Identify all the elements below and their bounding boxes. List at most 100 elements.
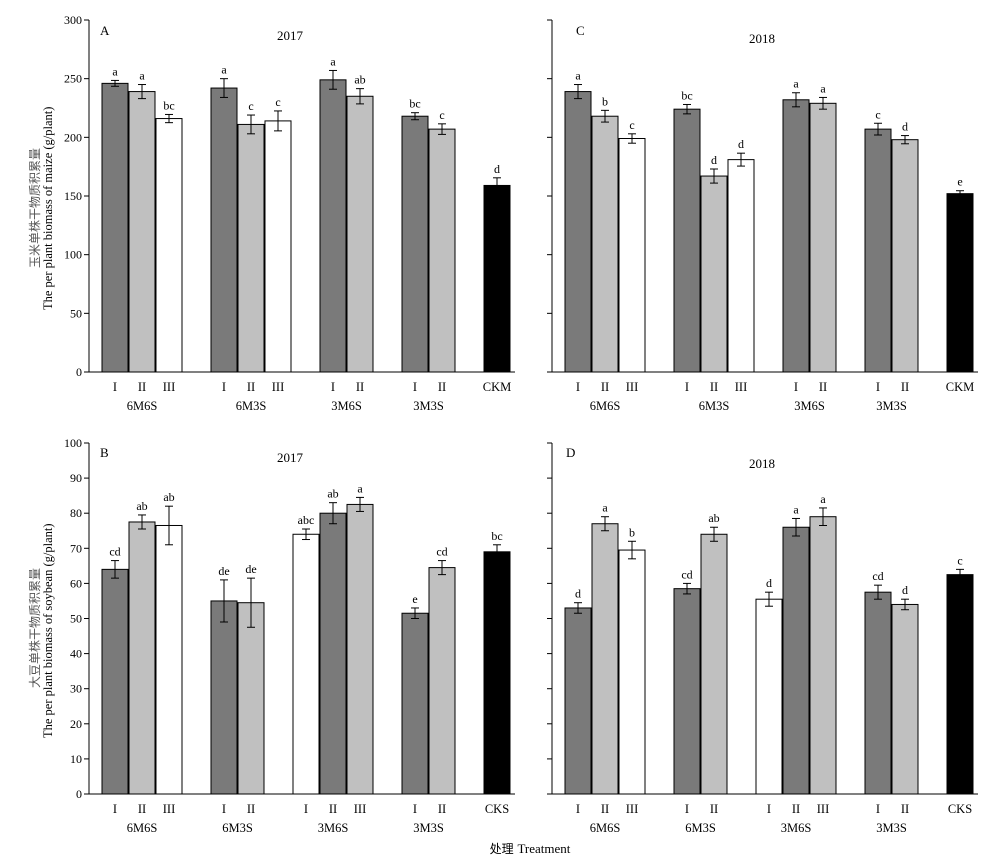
significance-letter: ab (708, 511, 719, 525)
x-tick-label: CKS (948, 802, 972, 816)
bar (946, 574, 974, 795)
significance-letter: c (439, 108, 444, 122)
x-tick-label: I (685, 380, 689, 394)
bar (755, 598, 783, 795)
panel-tag: C (576, 23, 585, 38)
bar (428, 128, 456, 373)
group-label: 6M6S (127, 399, 158, 413)
bar (618, 549, 646, 795)
bar (782, 526, 810, 795)
bar (700, 175, 728, 373)
x-tick-label: III (354, 802, 367, 816)
bar (673, 588, 701, 795)
y-tick-label: 20 (70, 717, 82, 731)
bar (319, 79, 347, 373)
panel-title: 2018 (749, 31, 775, 46)
x-tick-label: I (685, 802, 689, 816)
x-tick-label: III (735, 380, 748, 394)
y-tick-label: 100 (64, 248, 82, 262)
x-tick-label: III (626, 380, 639, 394)
x-tick-label: II (601, 802, 609, 816)
x-tick-label: I (222, 380, 226, 394)
group-label: 3M3S (413, 821, 444, 835)
significance-letter: ab (327, 487, 338, 501)
group-label: 3M6S (794, 399, 825, 413)
bar (401, 612, 429, 795)
x-tick-label: II (792, 802, 800, 816)
x-tick-label: II (901, 380, 909, 394)
bar (346, 95, 374, 373)
x-tick-label: II (438, 802, 446, 816)
group-label: 3M3S (876, 399, 907, 413)
bar (237, 123, 265, 373)
significance-letter: ab (354, 73, 365, 87)
significance-letter: cd (436, 545, 447, 559)
bar (782, 99, 810, 373)
bar (483, 184, 511, 373)
y-tick-label: 100 (64, 436, 82, 450)
bar (128, 521, 156, 795)
x-tick-label: I (876, 802, 880, 816)
bar (864, 128, 892, 373)
bar (727, 159, 755, 373)
group-label: 3M6S (318, 821, 349, 835)
group-label: 6M6S (590, 821, 621, 835)
significance-letter: d (494, 162, 500, 176)
bar (401, 115, 429, 373)
y-tick-label: 40 (70, 647, 82, 661)
significance-letter: bc (163, 98, 174, 112)
y-tick-label: 70 (70, 541, 82, 555)
significance-letter: a (112, 64, 118, 78)
x-tick-label: CKM (483, 380, 511, 394)
x-tick-label: I (331, 380, 335, 394)
bar (101, 568, 129, 795)
significance-letter: a (820, 81, 826, 95)
significance-letter: bc (409, 97, 420, 111)
group-label: 3M3S (876, 821, 907, 835)
bar (292, 533, 320, 795)
group-label: 6M3S (222, 821, 253, 835)
y-tick-label: 50 (70, 612, 82, 626)
x-tick-label: II (356, 380, 364, 394)
significance-letter: ab (136, 499, 147, 513)
x-tick-label: II (438, 380, 446, 394)
significance-letter: a (575, 69, 581, 83)
x-axis-title-en: Treatment (517, 841, 571, 856)
x-tick-label: I (576, 380, 580, 394)
panel-title: 2017 (277, 450, 304, 465)
significance-letter: a (139, 69, 145, 83)
chart-panel-d: D2018dIaIIbIII6M6ScdIabII6M3SdIaIIaIII3M… (547, 442, 978, 835)
y-tick-label: 10 (70, 752, 82, 766)
group-label: 6M6S (127, 821, 158, 835)
x-tick-label: III (163, 802, 176, 816)
x-tick-label: II (247, 380, 255, 394)
bar (809, 516, 837, 795)
panel-title: 2018 (749, 456, 775, 471)
y-tick-label: 80 (70, 506, 82, 520)
y-tick-label: 200 (64, 130, 82, 144)
bar (101, 82, 129, 373)
significance-letter: e (412, 592, 417, 606)
x-tick-label: III (626, 802, 639, 816)
x-tick-label: I (413, 802, 417, 816)
significance-letter: a (793, 502, 799, 516)
significance-letter: a (221, 63, 227, 77)
significance-letter: abc (298, 513, 315, 527)
bar (237, 602, 265, 795)
significance-letter: d (711, 153, 717, 167)
significance-letter: c (629, 118, 634, 132)
y-tick-label: 50 (70, 306, 82, 320)
x-tick-label: CKS (485, 802, 509, 816)
bar (618, 138, 646, 373)
panel-title: 2017 (277, 28, 304, 43)
x-tick-label: I (767, 802, 771, 816)
significance-letter: d (902, 583, 908, 597)
maize-ylabel-en: The per plant biomass of maize (g/plant) (41, 106, 55, 310)
significance-letter: d (738, 137, 744, 151)
significance-letter: d (575, 587, 581, 601)
bar (210, 87, 238, 373)
group-label: 6M3S (685, 821, 716, 835)
group-label: 3M3S (413, 399, 444, 413)
